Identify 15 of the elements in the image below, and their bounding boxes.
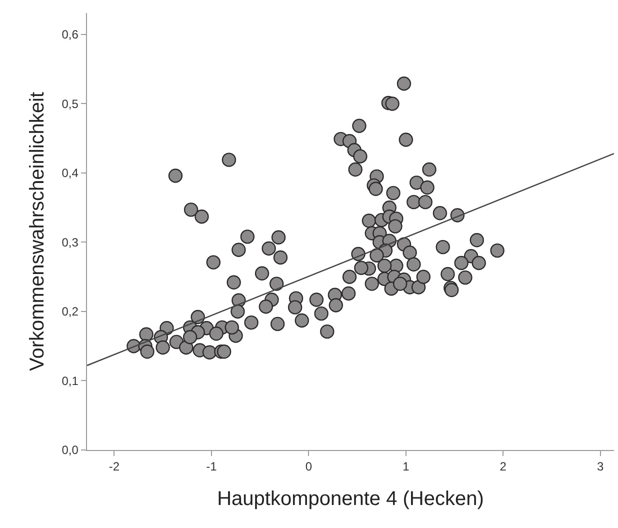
y-tick-label: 0,4: [62, 166, 79, 180]
y-tick-label: 0,0: [62, 443, 79, 458]
x-tick-label: 2: [500, 460, 507, 474]
x-tick-label: 3: [597, 460, 604, 474]
x-tick-label: -2: [108, 460, 120, 474]
y-tick-label: 0,1: [62, 374, 79, 388]
y-tick-label: 0,2: [62, 304, 79, 319]
y-axis-title: Vorkommenswahrscheinlichkeit: [26, 92, 48, 372]
x-tick-label: -1: [206, 460, 218, 474]
x-tick-label: 1: [402, 460, 410, 474]
y-tick-label: 0,6: [62, 28, 79, 42]
x-axis-title: Hauptkomponente 4 (Hecken): [217, 488, 484, 510]
y-tick-label: 0,5: [62, 96, 79, 111]
x-tick-label: 0: [305, 460, 312, 474]
y-tick-label: 0,3: [62, 235, 79, 250]
